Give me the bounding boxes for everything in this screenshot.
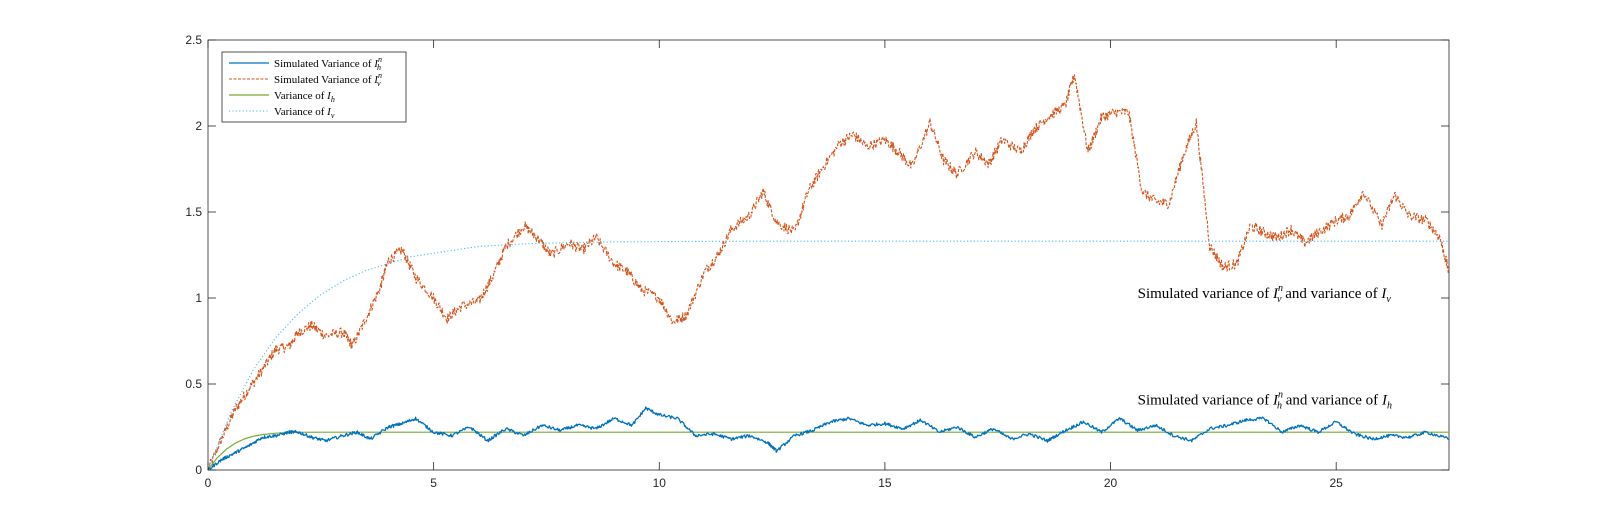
x-tick-label: 25: [1330, 476, 1344, 490]
x-tick-label: 5: [430, 476, 437, 490]
x-tick-label: 15: [878, 476, 892, 490]
legend-box: [221, 51, 407, 123]
y-tick-label: 1: [195, 291, 202, 305]
plot-area: [207, 39, 1450, 471]
legend-entry-3: Variance of Iv: [274, 106, 335, 120]
y-tick-label: 2.5: [185, 33, 202, 47]
y-tick-label: 0: [195, 463, 202, 477]
y-tick-label: 1.5: [185, 205, 202, 219]
series-line-0: [207, 406, 1450, 471]
axes-layer: 0 5 10 15 20 25 0 0.5 1 1.5 2 2.5: [185, 33, 1449, 490]
x-tick-label: 10: [653, 476, 667, 490]
series-line-1: [207, 74, 1450, 471]
legend-entry-2: Variance of Ih: [274, 90, 335, 104]
annotation-layer: Simulated variance of In v and variance o…: [1138, 283, 1392, 412]
series-layer: [207, 74, 1450, 471]
x-tick-label: 20: [1104, 476, 1118, 490]
x-tick-label: 0: [205, 476, 212, 490]
y-tick-label: 2: [195, 119, 202, 133]
annot-iv: Simulated variance of In v and variance o…: [1138, 283, 1392, 305]
y-tick-label: 0.5: [185, 377, 202, 391]
legend-entry-1: Simulated Variance of In v: [274, 71, 382, 88]
annot-ih: Simulated variance of In h and variance o…: [1138, 390, 1392, 412]
legend-entry-0: Simulated Variance of In h: [274, 55, 382, 72]
plot-frame: [207, 39, 1450, 471]
series-line-3: [207, 240, 1449, 471]
series-line-2: [207, 431, 1449, 471]
